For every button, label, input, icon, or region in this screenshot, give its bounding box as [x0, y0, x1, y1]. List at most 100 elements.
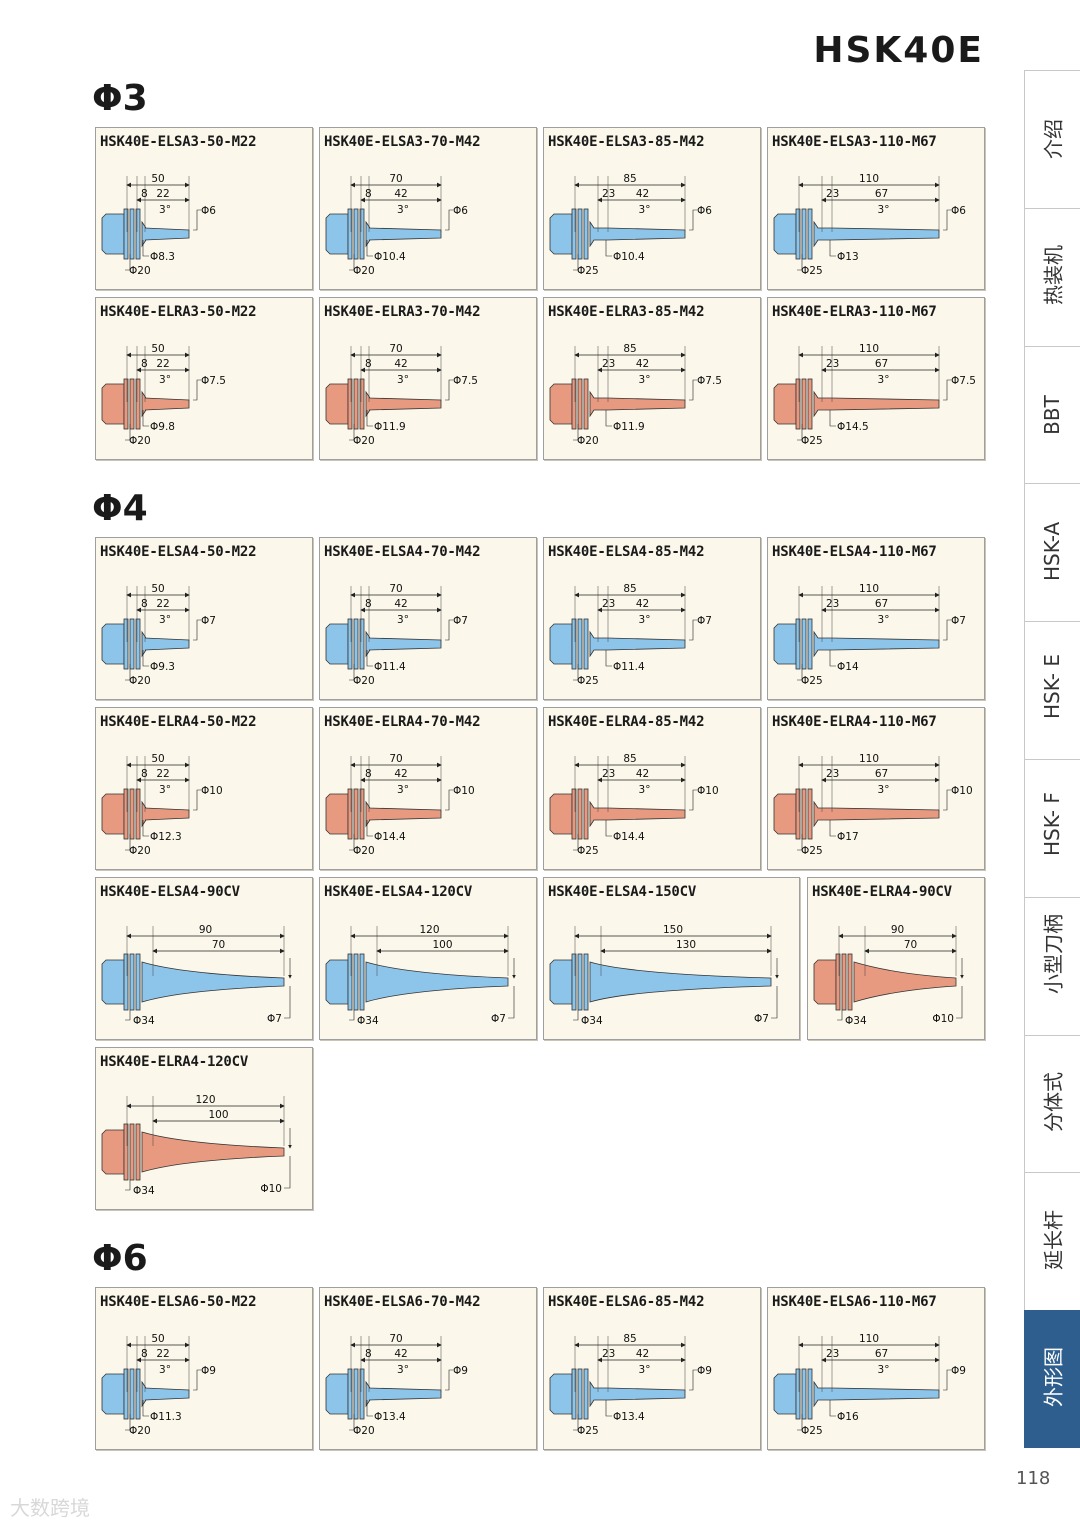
body-leader	[349, 664, 355, 681]
side-tab-8[interactable]: 延长杆	[1024, 1172, 1080, 1310]
product-card[interactable]: 85 23 42 3° Φ7.5 Φ11.9 Φ20 HSK40E-ELRA3-85-M42	[543, 297, 761, 460]
holder-flange-ring	[135, 618, 141, 670]
holder-cone-shape	[141, 1131, 285, 1173]
tip-diameter-label: Φ7	[201, 615, 216, 627]
dim-total-label: 85	[623, 1333, 636, 1345]
tip-diameter-label: Φ9	[697, 1365, 712, 1377]
holder-drawing: 508 22 3° Φ10 Φ12.3 Φ20	[101, 753, 223, 857]
body-diameter-label: Φ20	[353, 1425, 375, 1437]
dim-seg1-label: 23	[602, 1348, 615, 1360]
product-card[interactable]: 110 23 67 3° Φ10 Φ17 Φ25 HSK40E-ELRA4-110-M67	[767, 707, 985, 870]
dim-total-label: 90	[199, 924, 212, 936]
side-tab-3[interactable]: HSK-A	[1024, 483, 1080, 621]
product-card[interactable]: 90 70 Φ7 Φ34 HSK40E-ELSA4-90CV	[95, 877, 313, 1040]
side-tab-label: 分体式	[1041, 1071, 1066, 1132]
product-card[interactable]: 120 100 Φ10 Φ34 HSK40E-ELRA4-120CV	[95, 1047, 313, 1210]
product-card[interactable]: 110 23 67 3° Φ7.5 Φ14.5 Φ25 HSK40E-ELRA3-110-M6…	[767, 297, 985, 460]
product-card[interactable]: 50 8 22 3° Φ7 Φ9.3 Φ20 HSK40E-ELSA4-50-M22	[95, 537, 313, 700]
body-leader	[797, 834, 803, 851]
product-card[interactable]: 85 23 42 3° Φ10 Φ14.4 Φ25 HSK40E-ELRA4-85-M42	[543, 707, 761, 870]
holder-body-shape	[325, 959, 349, 1005]
dim-total-label: 110	[859, 583, 879, 595]
holder-flange-ring	[353, 618, 359, 670]
holder-flange-ring	[801, 208, 807, 260]
tip-diameter-label: Φ10	[453, 785, 475, 797]
holder-flange-ring	[571, 953, 577, 1011]
neck-leader	[605, 240, 612, 257]
holder-flange-ring	[801, 378, 807, 430]
holder-body-shape	[773, 623, 797, 665]
dim-total-label: 70	[389, 753, 402, 765]
holder-flange-ring	[807, 1368, 813, 1420]
body-leader	[125, 834, 131, 851]
product-card[interactable]: 50 8 22 3° Φ7.5 Φ9.8 Φ20 HSK40E-ELRA3-50-M22	[95, 297, 313, 460]
product-card[interactable]: 85 23 42 3° Φ9 Φ13.4 Φ25 HSK40E-ELSA6-85-M42	[543, 1287, 761, 1450]
dim-seg1-label: 23	[602, 598, 615, 610]
holder-body-shape	[549, 959, 573, 1005]
product-card[interactable]: 85 23 42 3° Φ6 Φ10.4 Φ25 HSK40E-ELSA3-85-M42	[543, 127, 761, 290]
dim-seg1-label: 23	[826, 358, 839, 370]
neck-diameter-label: Φ17	[837, 831, 859, 843]
neck-diameter-label: Φ13	[837, 251, 859, 263]
neck-leader	[605, 1400, 612, 1417]
product-card[interactable]: 50 8 22 3° Φ9 Φ11.3 Φ20 HSK40E-ELSA6-50-M22	[95, 1287, 313, 1450]
side-tab-7[interactable]: 分体式	[1024, 1034, 1080, 1173]
body-diameter-label: Φ20	[129, 675, 151, 687]
product-card[interactable]: 70 8 42 3° Φ9 Φ13.4 Φ20 HSK40E-ELSA6-70-M42	[319, 1287, 537, 1450]
holder-flange-ring	[835, 953, 841, 1011]
holder-neck-shape	[141, 220, 190, 248]
tip-leader	[689, 789, 697, 811]
side-tab-1[interactable]: 热装机	[1024, 207, 1080, 346]
dim-total-label: 50	[151, 173, 164, 185]
side-tab-4[interactable]: HSK- E	[1024, 621, 1080, 759]
product-card[interactable]: 70 8 42 3° Φ10 Φ14.4 Φ20 HSK40E-ELRA4-70-M42	[319, 707, 537, 870]
product-card[interactable]: 110 23 67 3° Φ9 Φ16 Φ25 HSK40E-ELSA6-110-M67	[767, 1287, 985, 1450]
body-leader	[125, 254, 131, 271]
product-card[interactable]: 110 23 67 3° Φ7 Φ14 Φ25 HSK40E-ELSA4-110-M67	[767, 537, 985, 700]
dim-total-label: 110	[859, 1333, 879, 1345]
product-card[interactable]: 110 23 67 3° Φ6 Φ13 Φ25 HSK40E-ELSA3-110-M67	[767, 127, 985, 290]
tip-diameter-label: Φ10	[260, 1183, 282, 1195]
product-code: HSK40E-ELRA4-70-M42	[324, 714, 481, 730]
holder-neck-shape	[589, 630, 686, 658]
body-leader	[797, 1414, 803, 1431]
body-diameter-label: Φ25	[577, 265, 599, 277]
dim-seg1-label: 23	[602, 768, 615, 780]
dim-seg1-label: 23	[826, 598, 839, 610]
dim-seg1-label: 23	[826, 1348, 839, 1360]
holder-drawing: 150 130 Φ7 Φ34	[549, 924, 779, 1027]
side-tab-0[interactable]: 介绍	[1024, 70, 1080, 208]
dim-seg2-label: 42	[636, 1348, 649, 1360]
side-tab-2[interactable]: BBT	[1024, 345, 1080, 484]
neck-diameter-label: Φ11.9	[374, 421, 406, 433]
product-card[interactable]: 50 8 22 3° Φ10 Φ12.3 Φ20 HSK40E-ELRA4-50-M22	[95, 707, 313, 870]
dim-inner-label: 70	[904, 939, 917, 951]
body-leader	[573, 254, 579, 271]
product-code: HSK40E-ELSA6-50-M22	[100, 1294, 257, 1310]
holder-flange-ring	[135, 1123, 141, 1181]
holder-body-shape	[325, 383, 349, 425]
tip-diameter-label: Φ7	[267, 1013, 282, 1025]
holder-neck-shape	[365, 630, 442, 658]
tip-diameter-label: Φ7.5	[453, 375, 478, 387]
product-card[interactable]: 150 130 Φ7 Φ34 HSK40E-ELSA4-150CV	[543, 877, 800, 1040]
product-card[interactable]: 90 70 Φ10 Φ34 HSK40E-ELRA4-90CV	[807, 877, 985, 1040]
product-card[interactable]: 120 100 Φ7 Φ34 HSK40E-ELSA4-120CV	[319, 877, 537, 1040]
side-tab-label: 热装机	[1041, 245, 1066, 306]
holder-flange-ring	[795, 788, 801, 840]
product-card[interactable]: 85 23 42 3° Φ7 Φ11.4 Φ25 HSK40E-ELSA4-85-M42	[543, 537, 761, 700]
holder-flange-ring	[807, 378, 813, 430]
product-card[interactable]: 70 8 42 3° Φ7 Φ11.4 Φ20 HSK40E-ELSA4-70-M42	[319, 537, 537, 700]
dim-seg2-label: 42	[394, 358, 407, 370]
side-tab-5[interactable]: HSK- F	[1024, 759, 1080, 897]
side-tab-6[interactable]: 小型刀柄	[1024, 896, 1080, 1035]
product-card[interactable]: 50 8 22 3° Φ6 Φ8.3 Φ20 HSK40E-ELSA3-50-M22	[95, 127, 313, 290]
body-diameter-label: Φ34	[133, 1185, 155, 1197]
product-code: HSK40E-ELSA4-90CV	[100, 884, 240, 900]
holder-body-shape	[101, 383, 125, 425]
dim-total-label: 50	[151, 583, 164, 595]
product-card[interactable]: 70 8 42 3° Φ7.5 Φ11.9 Φ20 HSK40E-ELRA3-70-M42	[319, 297, 537, 460]
body-leader	[573, 664, 579, 681]
side-tab-9[interactable]: 外形图	[1024, 1310, 1080, 1448]
product-card[interactable]: 70 8 42 3° Φ6 Φ10.4 Φ20 HSK40E-ELSA3-70-M42	[319, 127, 537, 290]
